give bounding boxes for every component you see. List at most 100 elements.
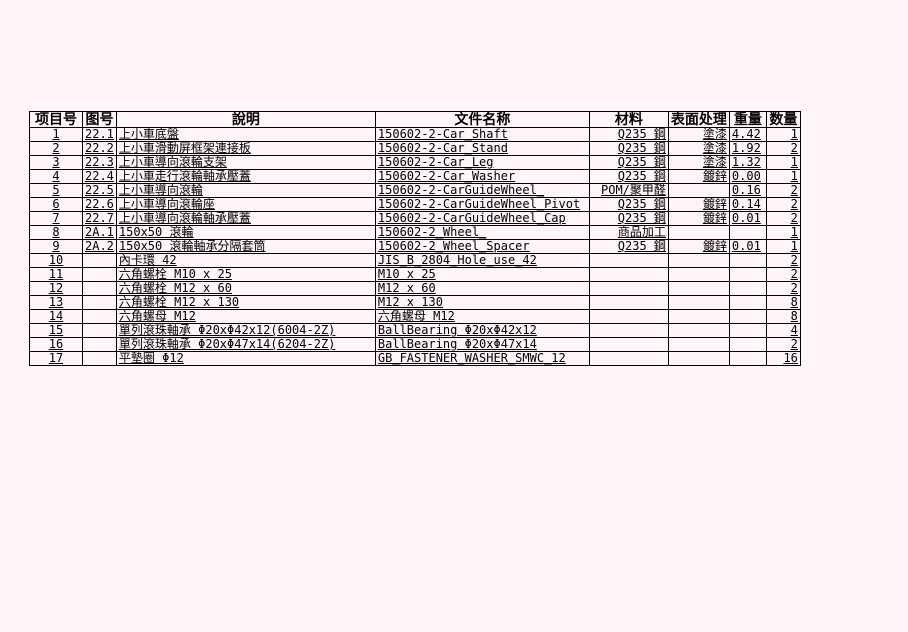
header-quantity: 数量 <box>765 111 801 128</box>
drawing-no-text: 22.4 <box>85 169 114 183</box>
cell-material: Q235 鋼 <box>588 211 669 226</box>
cell-item-no: 1 <box>29 127 83 142</box>
cell-file-name: 150602-2_Wheel_ <box>374 225 590 240</box>
cell-quantity: 2 <box>765 337 801 352</box>
material-text: Q235 鋼 <box>617 155 666 169</box>
surface-treatment-text: 鍍鋅 <box>702 169 727 183</box>
material-text: Q235 鋼 <box>617 211 666 225</box>
cell-weight: 0.01 <box>728 239 767 254</box>
quantity-text: 2 <box>790 183 798 197</box>
cell-material: 商品加工 <box>588 225 669 240</box>
cell-surface-treatment: 鍍鋅 <box>667 197 730 212</box>
cell-surface-treatment <box>667 281 730 296</box>
header-item-no: 项目号 <box>29 111 83 128</box>
material-text: POM/聚甲醛 <box>601 183 666 197</box>
cell-surface-treatment: 塗漆 <box>667 155 730 170</box>
cell-description: 上小車底盤 <box>115 127 376 142</box>
cell-description: 平墊圈 Φ12 <box>115 351 376 366</box>
cell-file-name: BallBearing Φ20xΦ47x14 <box>374 337 590 352</box>
quantity-text: 2 <box>790 197 798 211</box>
cell-drawing-no: 22.4 <box>82 169 117 184</box>
file-name-text: 150602-2-CarGuideWheel_Pivot <box>377 197 581 211</box>
file-name-text: 150602-2-Car_Stand <box>377 141 508 155</box>
surface-treatment-text: 塗漆 <box>702 155 727 169</box>
cell-item-no: 4 <box>29 169 83 184</box>
item-no-text: 7 <box>52 211 60 225</box>
description-text: 上小車導向滾輪軸承壓蓋 <box>118 211 251 225</box>
cell-weight: 0.14 <box>728 197 767 212</box>
description-text: 上小車底盤 <box>118 127 179 141</box>
cell-drawing-no <box>82 281 117 296</box>
cell-description: 六角螺栓 M12 x 130 <box>115 295 376 310</box>
cell-description: 上小車導向滾輪 <box>115 183 376 198</box>
cell-material: POM/聚甲醛 <box>588 183 669 198</box>
cell-material: Q235 鋼 <box>588 197 669 212</box>
cell-material <box>588 323 669 338</box>
drawing-no-text: 2A.2 <box>85 239 114 253</box>
material-text: Q235 鋼 <box>617 239 666 253</box>
header-drawing-no: 图号 <box>82 111 117 128</box>
cell-drawing-no: 22.1 <box>82 127 117 142</box>
cell-material: Q235 鋼 <box>588 141 669 156</box>
cell-weight <box>728 225 767 240</box>
quantity-text: 2 <box>790 281 798 295</box>
quantity-text: 2 <box>790 267 798 281</box>
cell-material: Q235 鋼 <box>588 155 669 170</box>
file-name-text: 150602-2_Wheel_ <box>377 225 487 239</box>
file-name-text: M12 x 130 <box>377 295 443 309</box>
drawing-no-text: 22.7 <box>85 211 114 225</box>
description-text: 上小車導向滾輪支架 <box>118 155 227 169</box>
table-row: 6 22.6 上小車導向滾輪座 150602-2-CarGuideWheel_Pivo… <box>29 197 801 212</box>
cell-file-name: 150602-2-CarGuideWheel_ <box>374 183 590 198</box>
drawing-no-text: 22.2 <box>85 141 114 155</box>
cell-material <box>588 253 669 268</box>
table-row: 2 22.2 上小車滑動屏框架連接板 150602-2-Car_Stand Q235 鋼… <box>29 141 801 156</box>
cell-file-name: 150602-2-Car_Stand <box>374 141 590 156</box>
cell-description: 上小車導向滾輪支架 <box>115 155 376 170</box>
cell-surface-treatment: 鍍鋅 <box>667 169 730 184</box>
table-row: 5 22.5 上小車導向滾輪 150602-2-CarGuideWheel_ POM/聚… <box>29 183 801 198</box>
table-row: 8 2A.1 150x50 滾輪 150602-2_Wheel_ 商品加工 1 <box>29 225 801 240</box>
item-no-text: 17 <box>48 351 64 365</box>
weight-text: 0.16 <box>731 183 761 197</box>
cell-material <box>588 295 669 310</box>
quantity-text: 1 <box>790 169 798 183</box>
cell-quantity: 1 <box>765 127 801 142</box>
cell-drawing-no <box>82 253 117 268</box>
cell-surface-treatment <box>667 183 730 198</box>
quantity-text: 2 <box>790 141 798 155</box>
cell-quantity: 2 <box>765 197 801 212</box>
cell-weight: 1.92 <box>728 141 767 156</box>
item-no-text: 13 <box>48 295 64 309</box>
cell-material: Q235 鋼 <box>588 127 669 142</box>
cell-description: 單列滾珠軸承 Φ20xΦ47x14(6204-2Z) <box>115 337 376 352</box>
cell-weight <box>728 323 767 338</box>
surface-treatment-text: 塗漆 <box>702 127 727 141</box>
file-name-text: 150602-2-CarGuideWheel_Cap <box>377 211 566 225</box>
description-text: 平墊圈 Φ12 <box>118 351 184 365</box>
cell-drawing-no <box>82 267 117 282</box>
table-row: 1 22.1 上小車底盤 150602-2-Car_Shaft Q235 鋼 塗漆 4.42… <box>29 127 801 142</box>
item-no-text: 1 <box>52 127 60 141</box>
file-name-text: 150602-2_Wheel_Spacer <box>377 239 530 253</box>
description-text: 上小車導向滾輪 <box>118 183 203 197</box>
weight-text: 1.92 <box>731 141 761 155</box>
cell-file-name: 150602-2_Wheel_Spacer <box>374 239 590 254</box>
cell-weight: 0.00 <box>728 169 767 184</box>
item-no-text: 2 <box>52 141 60 155</box>
surface-treatment-text: 鍍鋅 <box>702 211 727 225</box>
cell-file-name: 150602-2-CarGuideWheel_Cap <box>374 211 590 226</box>
cell-description: 六角螺栓 M10 x 25 <box>115 267 376 282</box>
cell-weight <box>728 295 767 310</box>
cell-drawing-no: 22.6 <box>82 197 117 212</box>
quantity-text: 8 <box>790 295 798 309</box>
drawing-no-text: 22.6 <box>85 197 114 211</box>
cell-description: 六角螺母 M12 <box>115 309 376 324</box>
quantity-text: 1 <box>790 225 798 239</box>
cell-material <box>588 309 669 324</box>
cell-surface-treatment: 鍍鋅 <box>667 239 730 254</box>
drawing-no-text: 22.5 <box>85 183 114 197</box>
cell-file-name: M12 x 60 <box>374 281 590 296</box>
item-no-text: 15 <box>48 323 64 337</box>
cell-item-no: 13 <box>29 295 83 310</box>
